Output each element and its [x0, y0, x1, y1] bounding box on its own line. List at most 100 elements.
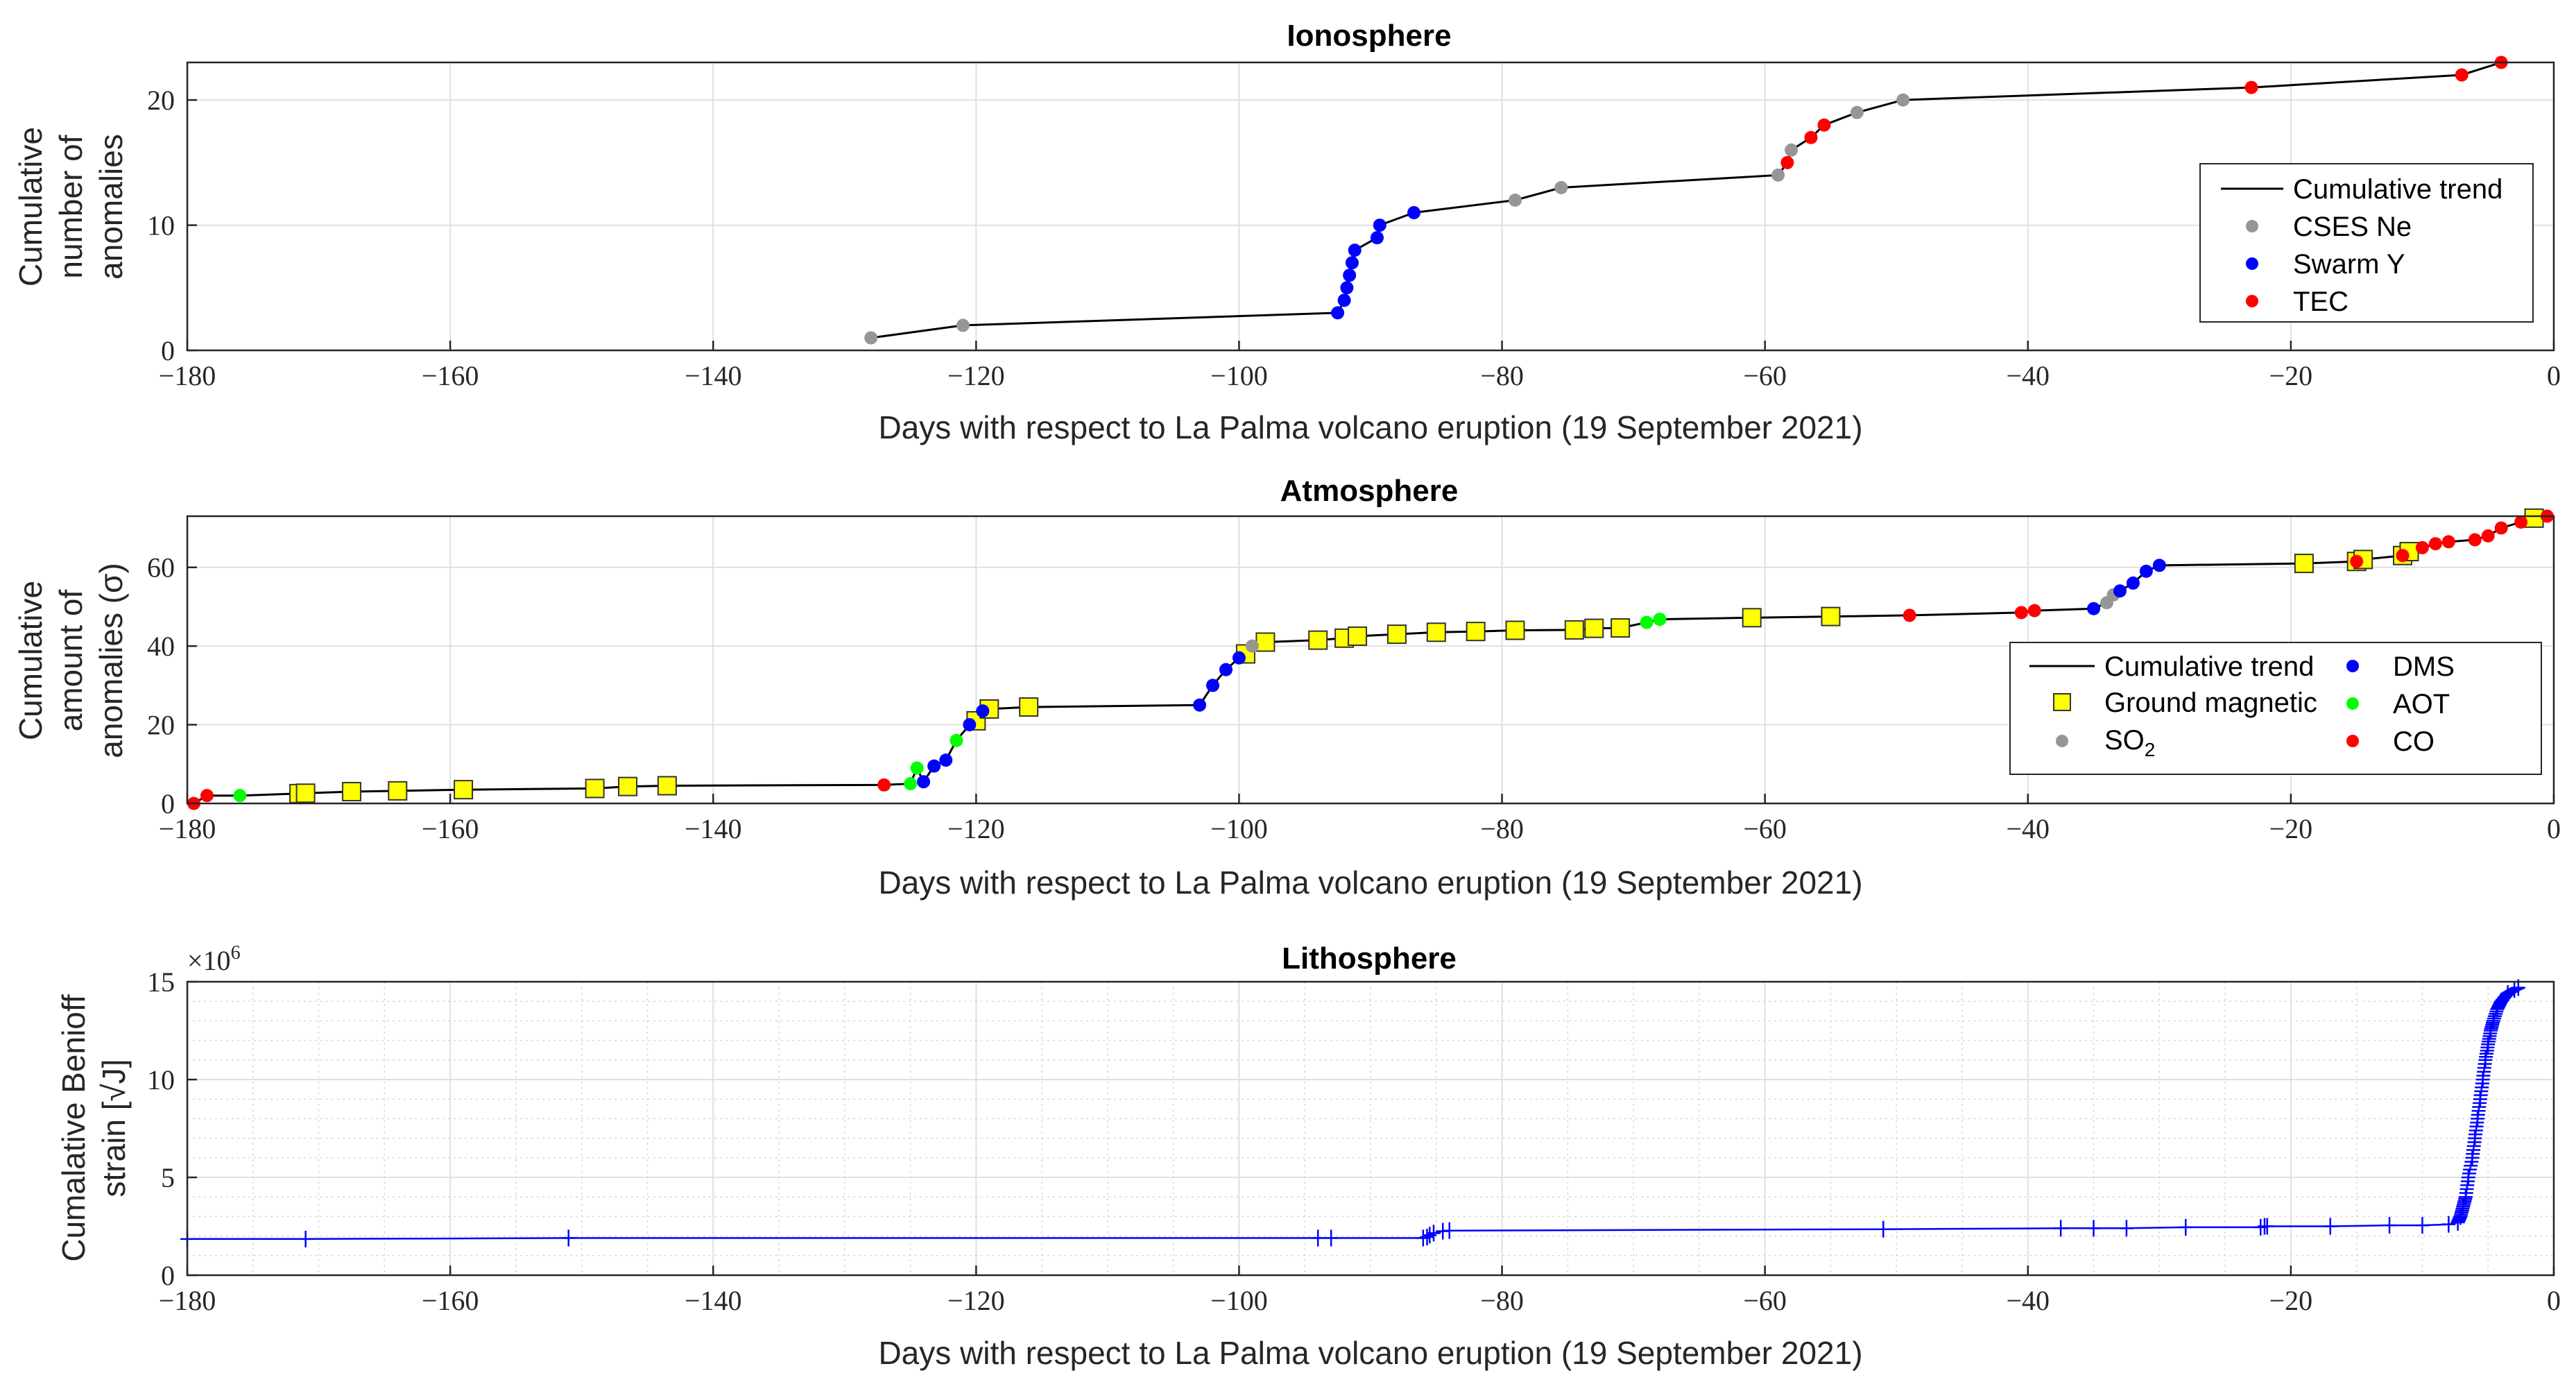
- point-benioff-strain: [2179, 1218, 2193, 1236]
- y-tick-label: 5: [161, 1162, 175, 1193]
- point-co: [200, 789, 214, 803]
- plot-frame: [186, 980, 2555, 1277]
- point-ground-magnetic: [341, 781, 361, 801]
- y-axis-label: Cumalative Benioff strain [√J]: [55, 994, 132, 1261]
- point-tec: [1804, 130, 1818, 144]
- x-axis-label: Days with respect to La Palma volcano er…: [878, 409, 1862, 445]
- x-tick-label: −80: [1480, 360, 1524, 391]
- point-ground-magnetic: [618, 776, 638, 796]
- point-swarm-y: [1337, 293, 1351, 307]
- point-ground-magnetic: [295, 783, 316, 803]
- y-axis-label-line-1: Cumalative Benioff: [55, 994, 92, 1261]
- legend-label-dms: DMS: [2393, 651, 2455, 682]
- point-co: [2350, 554, 2364, 568]
- x-tick-label: 0: [2547, 813, 2561, 844]
- point-ground-magnetic: [2524, 508, 2544, 528]
- point-dms: [963, 718, 977, 732]
- grid-lines: [187, 62, 2554, 350]
- benioff-strain-line: [187, 987, 2519, 1241]
- point-benioff-strain: [1311, 1229, 1325, 1247]
- point-dms: [2139, 564, 2153, 578]
- x-tick-label: −180: [159, 813, 216, 844]
- point-dms: [2152, 559, 2166, 572]
- legend-label-trend: Cumulative trend: [2293, 174, 2502, 205]
- point-ground-magnetic: [1584, 618, 1604, 638]
- point-ground-magnetic: [1742, 608, 1762, 628]
- x-tick-label: −40: [2006, 360, 2050, 391]
- point-benioff-strain: [2119, 1220, 2133, 1237]
- x-tick-label: −60: [1743, 1285, 1787, 1316]
- point-co: [1903, 608, 1916, 622]
- point-ground-magnetic: [585, 778, 605, 799]
- point-co: [2494, 521, 2508, 535]
- y-tick-label: 10: [147, 1064, 175, 1096]
- x-tick-label: −160: [422, 813, 479, 844]
- panel-title: Lithosphere: [1282, 941, 1457, 975]
- panel-title: Ionosphere: [1287, 19, 1451, 53]
- x-tick-label: −40: [2006, 813, 2050, 844]
- y-axis: 0 10 20: [147, 85, 197, 366]
- point-aot: [233, 789, 247, 803]
- point-swarm-y: [1370, 231, 1384, 245]
- point-ground-magnetic: [454, 780, 474, 800]
- x-tick-label: −80: [1480, 813, 1524, 844]
- panel-ionosphere: Ionosphere −180 −160 −140 −120 −100 −80 −60 −40…: [12, 19, 2561, 445]
- y-axis: 0 5 10 15: [147, 966, 197, 1291]
- y-axis-exponent: ×106: [187, 942, 241, 976]
- point-benioff-strain: [2323, 1218, 2337, 1235]
- legend-swatch-swarm: [2246, 257, 2258, 270]
- point-dms: [2113, 584, 2127, 598]
- x-tick-label: −140: [685, 1285, 742, 1316]
- point-co: [2481, 529, 2495, 543]
- point-dms: [917, 775, 931, 789]
- x-axis-label: Days with respect to La Palma volcano er…: [878, 1335, 1862, 1371]
- point-aot: [904, 777, 918, 791]
- point-cses-ne: [1896, 93, 1910, 107]
- point-cses-ne: [864, 331, 878, 345]
- x-tick-label: −20: [2269, 360, 2313, 391]
- point-ground-magnetic: [1255, 632, 1276, 652]
- legend-label-tec: TEC: [2293, 287, 2349, 317]
- legend-box: [2199, 163, 2534, 323]
- point-benioff-strain: [2475, 1071, 2490, 1088]
- point-co: [877, 778, 891, 792]
- point-tec: [2455, 68, 2468, 82]
- legend-label-ground-magnetic: Ground magnetic: [2104, 688, 2317, 718]
- point-benioff-strain: [2382, 1217, 2397, 1234]
- point-benioff-strain: [1423, 1227, 1437, 1244]
- panel-lithosphere: Lithosphere −180 −160 −140 −120 −100 −80 −60 −4…: [55, 941, 2561, 1371]
- legend-box: [2009, 642, 2542, 775]
- point-ground-magnetic: [1426, 622, 1446, 642]
- point-cses-ne: [1785, 143, 1798, 157]
- panel-atmosphere: Atmosphere −180 −160 −140 −120 −100 −80 −60 −40…: [12, 474, 2561, 901]
- point-ground-magnetic: [657, 776, 677, 796]
- x-tick-label: −140: [685, 813, 742, 844]
- legend-label-trend: Cumulative trend: [2104, 651, 2314, 682]
- y-tick-label: 15: [147, 966, 175, 998]
- y-axis-label-line-1: Cumulative: [12, 127, 49, 287]
- point-ground-magnetic: [1564, 620, 1584, 640]
- x-axis-label: Days with respect to La Palma volcano er…: [878, 864, 1862, 901]
- point-dms: [2087, 602, 2101, 615]
- data-points: [187, 508, 2554, 810]
- x-tick-label: −100: [1210, 360, 1268, 391]
- point-benioff-strain: [2465, 1149, 2480, 1166]
- point-ground-magnetic: [1611, 618, 1631, 638]
- panel-title: Atmosphere: [1280, 474, 1459, 508]
- point-co: [2514, 515, 2528, 529]
- point-benioff-strain: [1442, 1222, 1457, 1239]
- point-co: [2468, 533, 2482, 547]
- x-axis: −180 −160 −140 −120 −100 −80 −60 −40 −20 0: [159, 341, 2561, 391]
- point-ground-magnetic: [1308, 630, 1328, 650]
- legend: Cumulative trend CSES Ne Swarm Y TEC: [2199, 163, 2534, 323]
- legend-label-co: CO: [2393, 726, 2435, 757]
- point-dms: [1206, 679, 1220, 692]
- point-benioff-strain: [1426, 1225, 1441, 1242]
- x-tick-label: −140: [685, 360, 742, 391]
- point-tec: [1817, 118, 1831, 132]
- point-benioff-strain: [1420, 1229, 1434, 1246]
- point-ground-magnetic: [1505, 620, 1525, 640]
- point-swarm-y: [1345, 256, 1359, 270]
- point-benioff-strain: [561, 1229, 576, 1247]
